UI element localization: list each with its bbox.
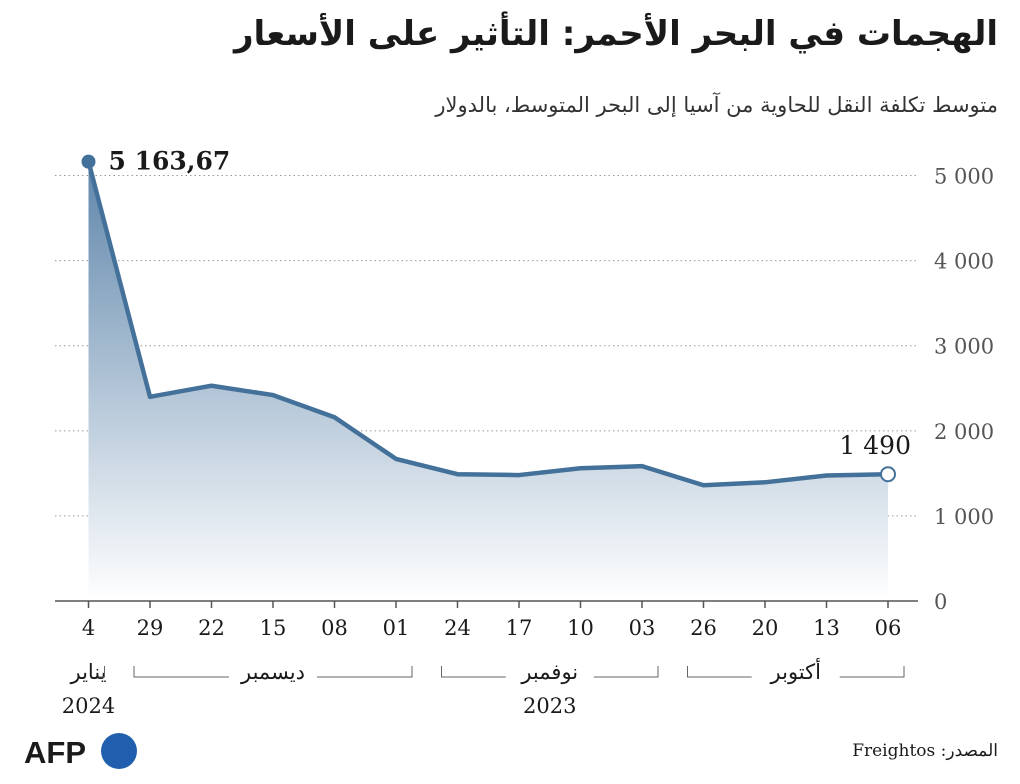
peak-value-label: 5 163,67: [109, 147, 231, 176]
chart-subtitle: متوسط تكلفة النقل للحاوية من آسيا إلى ال…: [435, 93, 998, 117]
y-tick-label: 2 000: [934, 420, 994, 444]
x-tick-label: 01: [383, 616, 410, 640]
year-label: 2024: [62, 694, 115, 718]
month-bracket: [98, 666, 105, 678]
afp-logo-dot: [101, 733, 137, 769]
month-bracket: [593, 666, 659, 678]
afp-logo: AFP: [24, 733, 137, 770]
month-label: نوفمبر: [520, 660, 578, 685]
y-tick-label: 3 000: [934, 335, 994, 359]
latest-marker: [880, 466, 896, 483]
month-bracket: [839, 666, 905, 678]
month-label: أكتوبر: [770, 657, 821, 685]
year-label: 2023: [523, 694, 576, 718]
x-tick-label: 4: [82, 616, 95, 640]
x-tick-label: 22: [198, 616, 225, 640]
month-label: ديسمبر: [240, 660, 305, 685]
x-tick-label: 15: [260, 616, 287, 640]
month-bracket: [133, 666, 229, 678]
month-label: يناير: [69, 660, 106, 685]
y-tick-label: 0: [934, 590, 947, 614]
x-tick-label: 24: [444, 616, 471, 640]
x-tick-label: 17: [506, 616, 533, 640]
peak-marker: [81, 154, 96, 169]
latest-value-label: 1 490: [839, 431, 911, 460]
chart-title: الهجمات في البحر الأحمر: التأثير على الأ…: [233, 14, 998, 54]
x-tick-label: 10: [567, 616, 594, 640]
y-tick-label: 5 000: [934, 165, 994, 189]
x-tick-label: 06: [875, 616, 902, 640]
x-tick-label: 20: [752, 616, 779, 640]
area-fill: [88, 161, 888, 601]
series-line: [86, 161, 889, 488]
x-tick-label: 03: [629, 616, 656, 640]
x-tick-label: 13: [813, 616, 840, 640]
month-bracket: [317, 666, 413, 678]
x-tick-label: 08: [321, 616, 348, 640]
x-tick-label: 26: [690, 616, 717, 640]
month-bracket: [687, 666, 752, 678]
month-bracket: [441, 666, 506, 678]
source-note: المصدر: Freightos: [852, 741, 998, 761]
y-tick-label: 1 000: [934, 505, 994, 529]
x-tick-label: 29: [137, 616, 164, 640]
afp-logo-text: AFP: [24, 735, 86, 770]
y-tick-label: 4 000: [934, 250, 994, 274]
